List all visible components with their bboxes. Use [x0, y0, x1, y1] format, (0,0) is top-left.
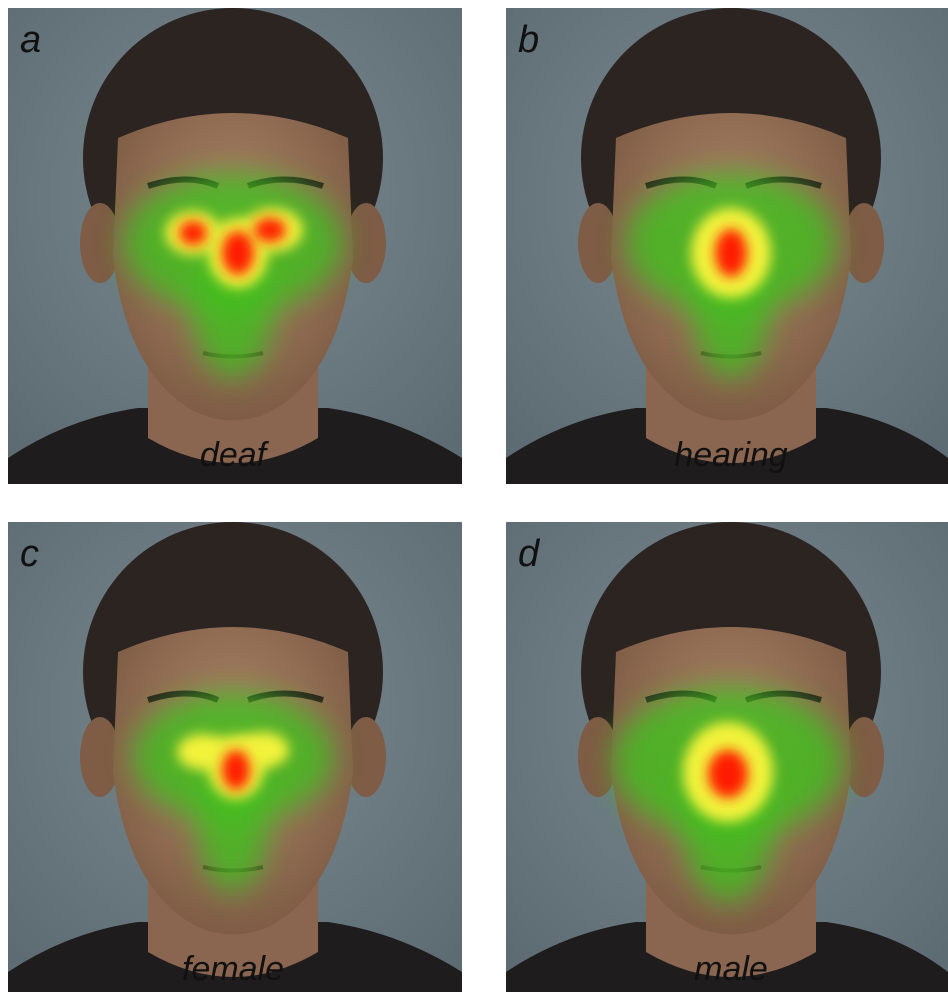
panel: a deaf	[8, 8, 462, 484]
heatmap	[626, 173, 836, 378]
ear	[346, 203, 386, 283]
ear	[80, 717, 120, 797]
photo	[506, 522, 948, 997]
heat-red	[179, 221, 207, 245]
heat-red	[254, 218, 286, 242]
ear	[844, 717, 884, 797]
ear	[578, 717, 618, 797]
panel-label: male	[694, 950, 768, 988]
photo	[8, 8, 462, 484]
ear	[578, 203, 618, 283]
panel-label: female	[182, 950, 284, 988]
panel-letter: a	[20, 19, 41, 61]
heatmap	[133, 692, 333, 892]
heat-red	[708, 750, 748, 798]
heat-red	[222, 750, 250, 790]
panel-letter: c	[20, 533, 39, 575]
panel-label: hearing	[674, 436, 788, 474]
panel: c female	[8, 522, 462, 997]
photo	[506, 8, 948, 484]
panel: b hearing	[506, 8, 948, 484]
panel-letter: b	[518, 19, 539, 61]
ear	[80, 203, 120, 283]
heatmap	[123, 173, 343, 378]
panel: d male	[506, 522, 948, 997]
panel-label: deaf	[200, 436, 270, 474]
ear	[346, 717, 386, 797]
heat-red	[715, 229, 747, 277]
ear	[844, 203, 884, 283]
heat-red	[222, 231, 254, 275]
heatmap	[613, 687, 843, 902]
photo	[8, 522, 462, 997]
panel-letter: d	[518, 533, 541, 575]
